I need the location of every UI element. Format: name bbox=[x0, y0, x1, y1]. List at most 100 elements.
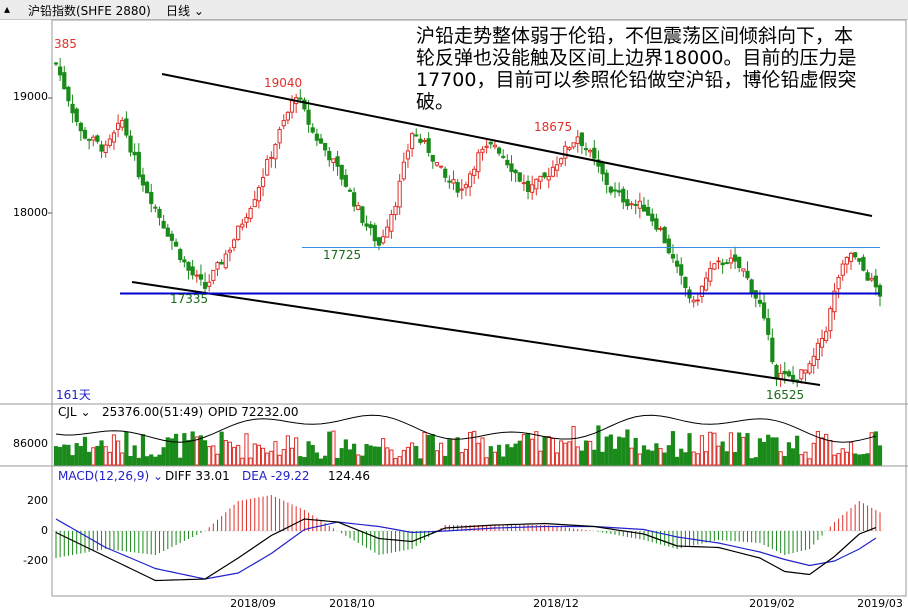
macd-indicator-selector[interactable]: MACD(12,26,9) ⌄ bbox=[58, 469, 163, 483]
candle-body bbox=[662, 226, 667, 244]
mark-high-19040: 19040 bbox=[264, 76, 303, 90]
volume-value: 25376.00(51:49) bbox=[102, 405, 204, 419]
volume-bar bbox=[873, 431, 878, 466]
volume-bar bbox=[364, 444, 369, 466]
volume-bar bbox=[343, 439, 348, 466]
candle-body bbox=[546, 176, 551, 181]
volume-bar bbox=[227, 441, 233, 466]
volume-bar bbox=[625, 429, 630, 466]
volume-bar bbox=[513, 443, 518, 466]
volume-bar bbox=[331, 430, 336, 466]
candle-body bbox=[256, 186, 261, 202]
candle-body bbox=[530, 184, 535, 193]
volume-bar bbox=[641, 445, 647, 466]
volume-bar bbox=[732, 452, 738, 466]
volume-bar bbox=[153, 456, 158, 466]
volume-bar bbox=[484, 457, 489, 466]
volume-bar bbox=[509, 447, 514, 466]
volume-bar bbox=[256, 444, 261, 466]
candle-body bbox=[699, 285, 705, 297]
candle-body bbox=[799, 369, 804, 380]
volume-bar bbox=[58, 446, 63, 466]
candle-body bbox=[720, 262, 725, 266]
candle-body bbox=[737, 256, 742, 269]
volume-bar bbox=[207, 446, 212, 466]
candle-body bbox=[612, 189, 618, 192]
volume-bar bbox=[807, 458, 812, 466]
candle-body bbox=[260, 176, 266, 187]
volume-bar bbox=[621, 437, 626, 466]
chevron-up-icon[interactable]: ▴ bbox=[4, 2, 11, 16]
volume-bar bbox=[745, 433, 750, 466]
volume-bar bbox=[381, 438, 386, 466]
volume-bar bbox=[62, 444, 67, 466]
volume-bar bbox=[480, 437, 485, 466]
volume-bar bbox=[530, 438, 535, 466]
candle-body bbox=[393, 205, 398, 216]
volume-bar bbox=[774, 437, 779, 466]
volume-bar bbox=[314, 452, 319, 466]
volume-bar bbox=[472, 430, 477, 466]
candle-body bbox=[372, 224, 377, 242]
candle-body bbox=[509, 163, 514, 172]
candle-body bbox=[873, 275, 878, 288]
volume-bar bbox=[517, 440, 522, 466]
volume-bar bbox=[265, 452, 270, 466]
date-label: 2019/02 bbox=[749, 597, 795, 610]
volume-bar bbox=[335, 457, 340, 466]
volume-bar bbox=[438, 442, 444, 466]
candle-body bbox=[815, 342, 820, 361]
candle-body bbox=[782, 370, 787, 375]
open-interest-line bbox=[55, 414, 876, 443]
volume-bar bbox=[244, 433, 249, 466]
candle-body bbox=[405, 150, 411, 160]
candle-body bbox=[136, 151, 141, 178]
candle-body bbox=[219, 261, 224, 265]
volume-bar bbox=[567, 441, 572, 466]
volume-bar bbox=[434, 450, 440, 466]
candle-body bbox=[381, 236, 386, 244]
plot-frame bbox=[51, 19, 907, 597]
candle-body bbox=[467, 173, 473, 188]
volume-bar bbox=[538, 450, 543, 466]
volume-bar bbox=[687, 433, 692, 466]
volume-bar bbox=[393, 458, 398, 466]
volume-bar bbox=[78, 446, 83, 466]
volume-bar bbox=[848, 441, 854, 466]
volume-bar bbox=[149, 454, 154, 466]
volume-bar bbox=[467, 431, 473, 466]
volume-bar bbox=[865, 453, 870, 466]
volume-bar bbox=[447, 439, 452, 466]
candle-body bbox=[670, 254, 676, 259]
volume-bar bbox=[410, 442, 415, 466]
volume-bar bbox=[712, 432, 717, 466]
candle-body bbox=[819, 337, 825, 348]
candle-body bbox=[70, 103, 75, 114]
volume-bar bbox=[853, 453, 858, 466]
date-label: 2018/10 bbox=[329, 597, 375, 610]
volume-bar bbox=[857, 454, 862, 466]
volume-bar bbox=[703, 451, 709, 466]
volume-indicator-selector[interactable]: CJL ⌄ bbox=[58, 405, 91, 419]
instrument-title[interactable]: 沪铅指数(SHFE 2880) bbox=[28, 4, 151, 18]
candle-body bbox=[157, 208, 162, 218]
candle-body bbox=[695, 299, 700, 302]
volume-bar bbox=[741, 436, 746, 466]
candle-body bbox=[343, 174, 348, 187]
volume-bar bbox=[136, 457, 141, 466]
candle-body bbox=[269, 156, 274, 159]
candle-body bbox=[708, 268, 713, 282]
candle-body bbox=[173, 241, 179, 247]
candle-body bbox=[641, 204, 647, 212]
candle-body bbox=[186, 261, 191, 271]
candle-body bbox=[654, 218, 659, 230]
candle-body bbox=[227, 249, 233, 253]
candle-body bbox=[165, 227, 170, 237]
volume-bar bbox=[650, 450, 655, 466]
candle-body bbox=[484, 145, 489, 148]
candle-body bbox=[575, 136, 580, 145]
candle-body bbox=[124, 118, 129, 136]
period-selector[interactable]: 日线 ⌄ bbox=[166, 2, 204, 19]
candle-body bbox=[194, 274, 199, 277]
candle-body bbox=[87, 138, 92, 141]
